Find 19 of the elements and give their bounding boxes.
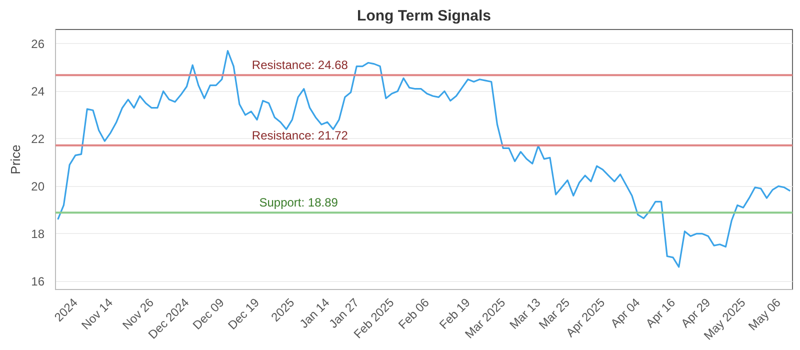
y-axis-title: Price: [8, 144, 24, 174]
x-tick-label: Apr 16: [643, 295, 678, 330]
line-series: [57, 50, 791, 268]
x-tick-label: Feb 06: [396, 295, 432, 332]
y-tick-label: 26: [31, 37, 45, 52]
chart-title: Long Term Signals: [357, 8, 491, 24]
ref-line-label: Resistance: 24.68: [252, 58, 348, 72]
y-tick-label: 22: [31, 132, 45, 146]
y-tick-label: 16: [31, 274, 45, 289]
ref-line-label: Resistance: 21.72: [252, 128, 348, 142]
y-tick-label: 24: [31, 84, 45, 99]
x-tick-label: Dec 09: [190, 295, 228, 332]
x-tick-label: Apr 04: [608, 295, 644, 330]
x-tick-label: Dec 19: [225, 295, 262, 332]
y-tick-label: 20: [31, 180, 45, 194]
x-tick-label: Nov 14: [78, 295, 116, 332]
x-tick-label: May 06: [746, 295, 784, 334]
ref-line-label: Support: 18.89: [259, 196, 338, 210]
y-tick-label: 18: [31, 227, 45, 242]
